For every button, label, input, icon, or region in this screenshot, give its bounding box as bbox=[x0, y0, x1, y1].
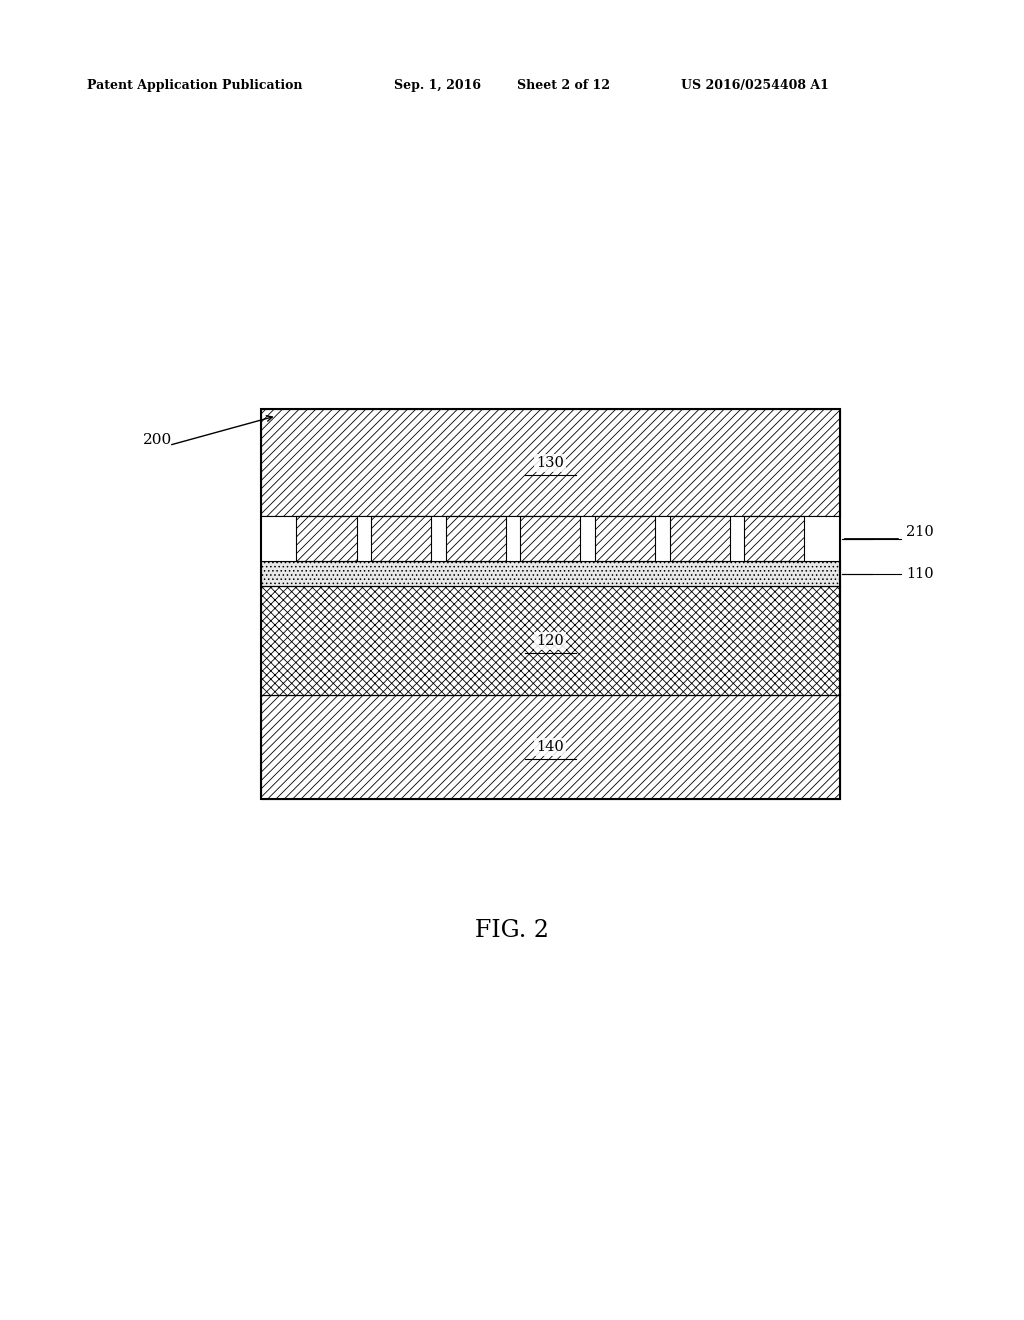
Bar bbox=[261, 586, 840, 696]
Text: 120: 120 bbox=[537, 634, 564, 648]
Bar bbox=[261, 561, 840, 586]
Bar bbox=[670, 516, 730, 561]
Bar bbox=[356, 516, 371, 561]
Bar bbox=[261, 696, 840, 799]
Text: 130: 130 bbox=[537, 455, 564, 470]
Bar bbox=[261, 409, 840, 799]
Text: FIG. 2: FIG. 2 bbox=[475, 919, 549, 942]
Bar bbox=[520, 516, 581, 561]
Bar bbox=[595, 516, 655, 561]
Bar bbox=[730, 516, 744, 561]
Bar bbox=[506, 516, 520, 561]
Text: Patent Application Publication: Patent Application Publication bbox=[87, 79, 302, 92]
Text: 140: 140 bbox=[537, 741, 564, 754]
Bar bbox=[805, 516, 840, 561]
Bar bbox=[261, 516, 296, 561]
Bar bbox=[655, 516, 670, 561]
Text: US 2016/0254408 A1: US 2016/0254408 A1 bbox=[681, 79, 828, 92]
Bar bbox=[581, 516, 595, 561]
Text: 210: 210 bbox=[906, 525, 934, 539]
Bar bbox=[261, 409, 840, 516]
Text: Sep. 1, 2016: Sep. 1, 2016 bbox=[394, 79, 481, 92]
Bar bbox=[744, 516, 805, 561]
Bar bbox=[431, 516, 445, 561]
Bar bbox=[371, 516, 431, 561]
Text: Sheet 2 of 12: Sheet 2 of 12 bbox=[517, 79, 610, 92]
Bar bbox=[296, 516, 356, 561]
Text: 110: 110 bbox=[906, 566, 934, 581]
Bar bbox=[445, 516, 506, 561]
Text: 200: 200 bbox=[143, 433, 173, 447]
